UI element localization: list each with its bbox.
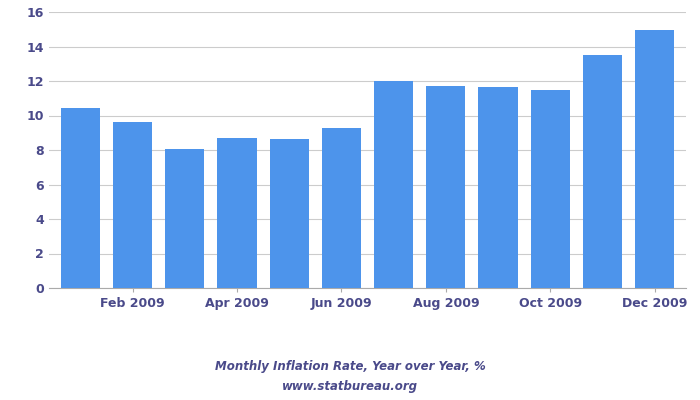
Bar bbox=[531, 90, 570, 288]
Bar bbox=[218, 138, 256, 288]
Text: Monthly Inflation Rate, Year over Year, %: Monthly Inflation Rate, Year over Year, … bbox=[215, 360, 485, 373]
Bar bbox=[426, 86, 466, 288]
Bar bbox=[322, 128, 361, 288]
Bar bbox=[583, 55, 622, 288]
Bar bbox=[635, 30, 674, 288]
Bar bbox=[270, 139, 309, 288]
Bar bbox=[165, 150, 204, 288]
Bar bbox=[374, 81, 413, 288]
Bar bbox=[479, 87, 517, 288]
Bar bbox=[61, 108, 100, 288]
Text: www.statbureau.org: www.statbureau.org bbox=[282, 380, 418, 393]
Bar bbox=[113, 122, 152, 288]
